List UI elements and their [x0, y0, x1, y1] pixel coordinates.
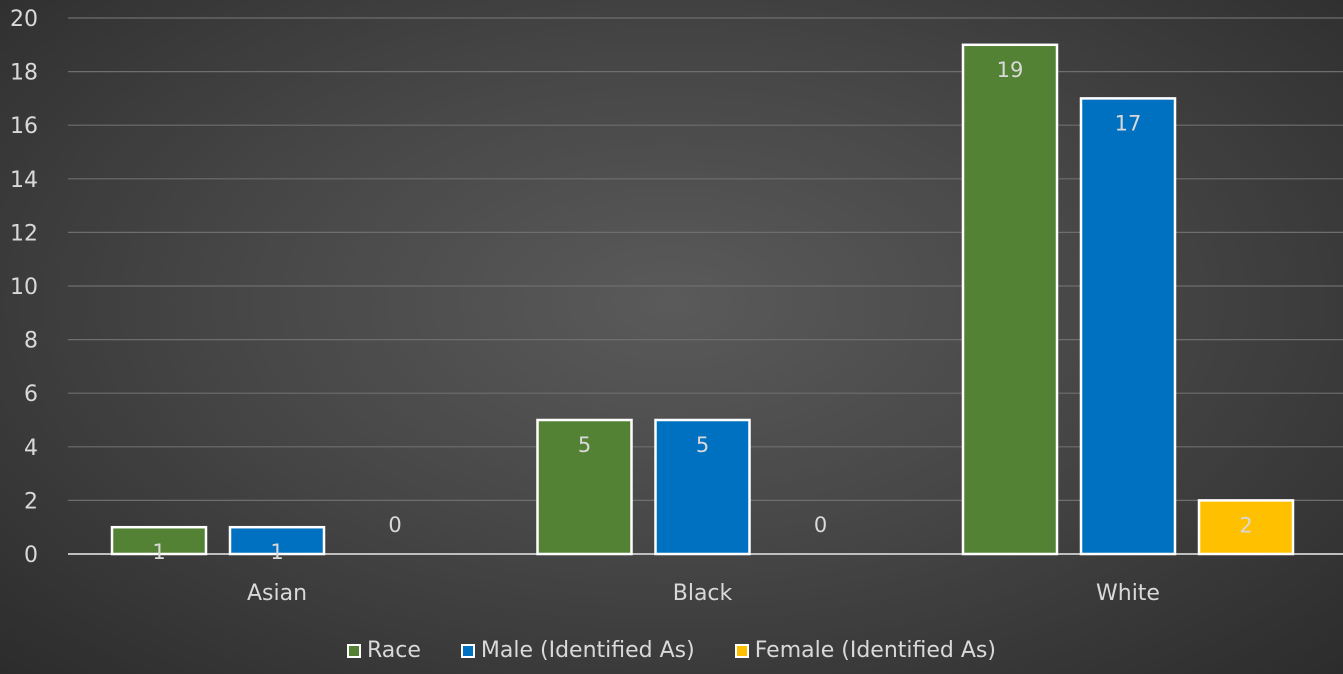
data-labels: 1 1 0 5 5 0 19 17 2: [152, 58, 1252, 564]
bar-asian-series-0: [110, 525, 208, 556]
data-label-black-series-2: 0: [814, 513, 827, 537]
chart-legend: Race Male (Identified As) Female (Identi…: [0, 638, 1343, 663]
data-label-asian-series-1: 1: [270, 540, 283, 564]
x-category-label-black: Black: [673, 581, 733, 606]
bar-white-series-2: [1197, 499, 1295, 556]
legend-swatch-male: [460, 643, 475, 658]
legend-label-race: Race: [367, 638, 421, 663]
x-category-label-asian: Asian: [247, 581, 307, 606]
data-label-white-series-1: 17: [1115, 111, 1142, 135]
legend-label-male: Male (Identified As): [480, 638, 695, 663]
y-tick-label: 8: [24, 329, 38, 354]
legend-swatch-female: [734, 643, 749, 658]
y-tick-label: 12: [10, 221, 38, 246]
y-tick-label: 20: [10, 7, 38, 32]
data-label-black-series-1: 5: [696, 433, 709, 457]
y-tick-label: 10: [10, 275, 38, 300]
x-axis-category-labels: Asian Black White: [247, 581, 1160, 606]
y-tick-label: 14: [10, 168, 38, 193]
y-tick-label: 16: [10, 114, 38, 139]
bar-white-series-0: [961, 43, 1059, 556]
y-tick-label: 0: [24, 543, 38, 568]
bars: [110, 43, 1295, 556]
bar-black-series-0: [536, 418, 633, 556]
data-label-asian-series-2: 0: [388, 513, 401, 537]
x-category-label-white: White: [1096, 581, 1160, 606]
y-tick-label: 2: [24, 489, 38, 514]
gridlines: [68, 17, 1343, 555]
data-label-white-series-0: 19: [997, 58, 1024, 82]
y-tick-label: 18: [10, 61, 38, 86]
y-tick-label: 6: [24, 382, 38, 407]
y-tick-label: 4: [24, 436, 38, 461]
legend-swatch-race: [347, 643, 361, 658]
data-label-black-series-0: 5: [578, 433, 591, 457]
bar-asian-series-1: [228, 525, 326, 556]
legend-item-female: Female (Identified As): [734, 638, 996, 663]
y-axis-tick-labels: 0 2 4 6 8 10 12 14 16 18 20: [10, 7, 38, 568]
legend-item-male: Male (Identified As): [460, 638, 695, 663]
legend-item-race: Race: [347, 638, 421, 663]
bar-white-series-1: [1079, 97, 1177, 556]
data-label-white-series-2: 2: [1239, 513, 1252, 537]
legend-label-female: Female (Identified As): [754, 638, 996, 663]
data-label-asian-series-0: 1: [152, 540, 165, 564]
bar-black-series-1: [654, 418, 751, 556]
